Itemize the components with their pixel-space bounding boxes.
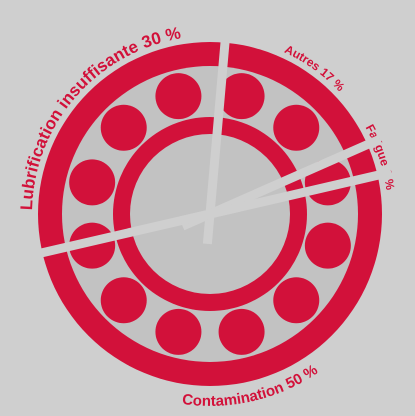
- slice-gap: [202, 28, 231, 245]
- slice-gap: [179, 167, 393, 226]
